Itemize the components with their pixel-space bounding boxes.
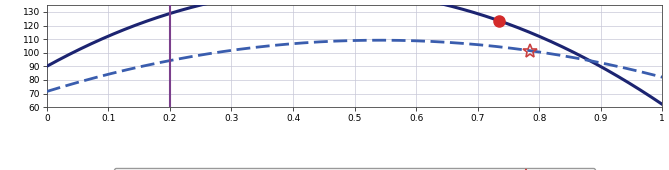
Legend: Current state, Aged state, Effective tax rate, Current peak, Aged peak: Current state, Aged state, Effective tax… bbox=[114, 168, 595, 170]
